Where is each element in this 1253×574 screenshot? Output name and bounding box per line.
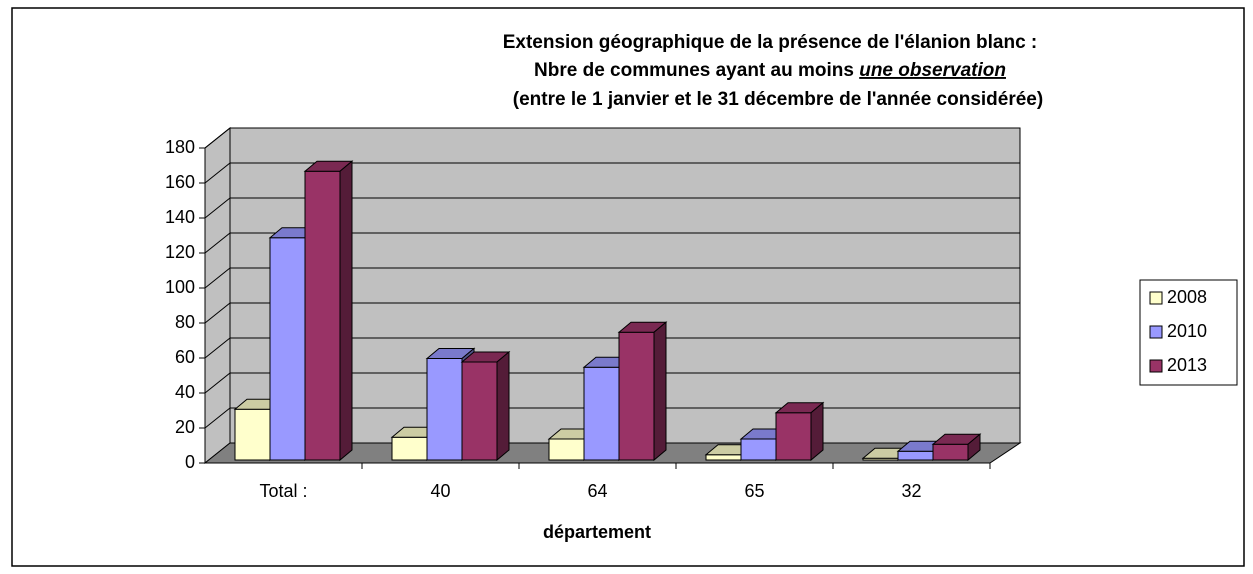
bar-side bbox=[653, 321, 667, 462]
legend-label: 2010 bbox=[1167, 321, 1207, 341]
bar bbox=[931, 433, 982, 462]
grid-line bbox=[204, 337, 1020, 359]
grid-line bbox=[204, 372, 1020, 394]
grid-line bbox=[204, 302, 1020, 324]
legend-label: 2008 bbox=[1167, 287, 1207, 307]
bar-front bbox=[897, 450, 934, 461]
bar bbox=[617, 321, 668, 462]
legend-swatch bbox=[1149, 325, 1163, 339]
bar-side bbox=[810, 401, 824, 462]
y-tick-label: 0 bbox=[185, 452, 195, 472]
bar-front bbox=[618, 331, 655, 461]
bar-side bbox=[496, 350, 510, 462]
y-tick-label: 100 bbox=[165, 277, 195, 297]
grid-line bbox=[204, 162, 1020, 184]
bar-front bbox=[304, 170, 341, 461]
bar-front bbox=[583, 366, 620, 461]
x-tick-label: 40 bbox=[430, 481, 450, 501]
y-tick-label: 180 bbox=[165, 137, 195, 157]
y-tick-label: 20 bbox=[175, 417, 195, 437]
y-tick-label: 80 bbox=[175, 312, 195, 332]
bar bbox=[460, 350, 511, 462]
x-tick-label: 64 bbox=[587, 481, 607, 501]
y-tick-label: 60 bbox=[175, 347, 195, 367]
legend-swatch bbox=[1149, 291, 1163, 305]
y-tick-label: 140 bbox=[165, 207, 195, 227]
bar-front bbox=[932, 443, 969, 461]
chart-title: Extension géographique de la présence de… bbox=[503, 32, 1038, 53]
bar bbox=[774, 401, 825, 462]
bar-side bbox=[967, 433, 981, 462]
chart-title: Nbre de communes ayant au moins une obse… bbox=[534, 60, 1006, 81]
x-tick-label: Total : bbox=[259, 481, 307, 501]
grid-line bbox=[204, 407, 1020, 429]
y-tick-label: 120 bbox=[165, 242, 195, 262]
bar-front bbox=[426, 358, 463, 461]
legend-swatch bbox=[1149, 359, 1163, 373]
title-part: Nbre de communes ayant au moins bbox=[534, 60, 854, 81]
x-tick-label: 65 bbox=[744, 481, 764, 501]
grid-line bbox=[204, 197, 1020, 219]
bar-front bbox=[234, 408, 271, 461]
bar-side bbox=[339, 160, 353, 462]
y-tick-label: 160 bbox=[165, 172, 195, 192]
bar-front bbox=[548, 438, 585, 461]
side-wall bbox=[204, 126, 231, 465]
title-emphasis: une observation bbox=[859, 60, 1006, 81]
bar-front bbox=[775, 412, 812, 461]
bar-front bbox=[391, 436, 428, 461]
grid-line bbox=[204, 127, 1020, 149]
x-axis-title: département bbox=[543, 522, 651, 542]
x-tick-label: 32 bbox=[901, 481, 921, 501]
bar-front bbox=[740, 438, 777, 461]
y-tick-label: 40 bbox=[175, 382, 195, 402]
bar bbox=[303, 160, 354, 462]
legend-label: 2013 bbox=[1167, 355, 1207, 375]
grid-line bbox=[204, 232, 1020, 254]
grid-line bbox=[204, 267, 1020, 289]
bar-front bbox=[461, 361, 498, 461]
bar-front bbox=[269, 237, 306, 461]
chart-title: (entre le 1 janvier et le 31 décembre de… bbox=[513, 89, 1043, 110]
bar-front bbox=[705, 454, 742, 461]
